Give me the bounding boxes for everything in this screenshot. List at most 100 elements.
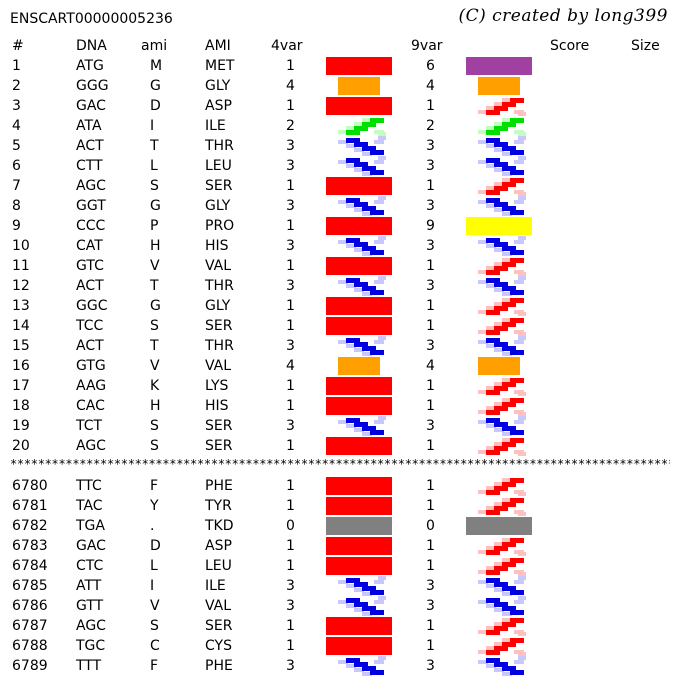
amino-short: T (150, 278, 159, 294)
var9-value: 1 (426, 538, 435, 554)
amino-long: ASP (205, 98, 232, 114)
var9-value: 1 (426, 438, 435, 454)
row-number: 3 (12, 98, 21, 114)
blue-helix-icon (338, 336, 388, 356)
amino-long: CYS (205, 638, 232, 654)
amino-long: TYR (205, 498, 232, 514)
table-row: 10 CAT H HIS 3 3 (0, 236, 680, 256)
amino-long: THR (205, 278, 234, 294)
var4-value: 1 (286, 558, 295, 574)
table-row: 6783 GAC D ASP 1 1 (0, 536, 680, 556)
blue-helix-icon (338, 196, 388, 216)
row-number: 14 (12, 318, 30, 334)
red-bar-4var (326, 57, 392, 75)
row-number: 8 (12, 198, 21, 214)
blue-helix-icon (338, 576, 388, 596)
blue-helix-icon (478, 416, 528, 436)
red-helix-icon (478, 616, 528, 636)
amino-short: H (150, 238, 161, 254)
red-bar-4var (326, 297, 392, 315)
table-row: 5 ACT T THR 3 3 (0, 136, 680, 156)
var9-value: 3 (426, 158, 435, 174)
var9-value: 1 (426, 258, 435, 274)
dna-codon: ACT (76, 338, 104, 354)
var4-value: 1 (286, 258, 295, 274)
table-row: 11 GTC V VAL 1 1 (0, 256, 680, 276)
table-row: 6780 TTC F PHE 1 1 (0, 476, 680, 496)
orange-box-4var (338, 357, 380, 375)
amino-short: S (150, 178, 159, 194)
var9-value: 1 (426, 378, 435, 394)
amino-long: SER (205, 318, 233, 334)
amino-short: . (150, 518, 155, 534)
orange-box-9var (478, 357, 520, 375)
var9-value: 1 (426, 398, 435, 414)
amino-short: F (150, 478, 159, 494)
amino-long: LYS (205, 378, 229, 394)
var4-value: 4 (286, 358, 295, 374)
var9-value: 0 (426, 518, 435, 534)
amino-long: VAL (205, 598, 232, 614)
var4-value: 2 (286, 118, 295, 134)
var4-value: 1 (286, 398, 295, 414)
var4-value: 1 (286, 638, 295, 654)
orange-box-4var (338, 77, 380, 95)
table-row: 6787 AGC S SER 1 1 (0, 616, 680, 636)
row-number: 6782 (12, 518, 48, 534)
table-row: 18 CAC H HIS 1 1 (0, 396, 680, 416)
amino-long: TKD (205, 518, 234, 534)
column-header-dna: DNA (76, 38, 107, 54)
amino-long: HIS (205, 238, 229, 254)
amino-short: G (150, 78, 161, 94)
dna-codon: AGC (76, 178, 106, 194)
gray-bar-4var (326, 517, 392, 535)
dna-codon: GTT (76, 598, 104, 614)
row-number: 6785 (12, 578, 48, 594)
amino-short: I (150, 118, 155, 134)
column-header-4var: 4var (271, 38, 303, 54)
red-helix-icon (478, 636, 528, 656)
table-row: 17 AAG K LYS 1 1 (0, 376, 680, 396)
amino-long: THR (205, 138, 234, 154)
amino-short: P (150, 218, 159, 234)
row-number: 1 (12, 58, 21, 74)
blue-helix-icon (338, 236, 388, 256)
column-header-AMI: AMI (205, 38, 231, 54)
amino-short: G (150, 198, 161, 214)
var4-value: 3 (286, 238, 295, 254)
table-row: 6789 TTT F PHE 3 3 (0, 656, 680, 676)
blue-helix-icon (478, 276, 528, 296)
orange-box-9var (478, 77, 520, 95)
dna-codon: GGT (76, 198, 106, 214)
amino-short: T (150, 338, 159, 354)
blue-helix-icon (338, 156, 388, 176)
red-helix-icon (478, 96, 528, 116)
table-row: 15 ACT T THR 3 3 (0, 336, 680, 356)
amino-long: SER (205, 418, 233, 434)
blue-helix-icon (338, 276, 388, 296)
var4-value: 1 (286, 498, 295, 514)
row-number: 10 (12, 238, 30, 254)
row-number: 16 (12, 358, 30, 374)
var9-value: 1 (426, 478, 435, 494)
row-number: 5 (12, 138, 21, 154)
row-number: 6783 (12, 538, 48, 554)
blue-helix-icon (478, 656, 528, 676)
var9-value: 1 (426, 498, 435, 514)
amino-long: GLY (205, 78, 231, 94)
amino-long: THR (205, 338, 234, 354)
blue-helix-icon (478, 136, 528, 156)
row-number: 19 (12, 418, 30, 434)
var9-value: 6 (426, 58, 435, 74)
table-row: 9 CCC P PRO 1 9 (0, 216, 680, 236)
var4-value: 1 (286, 178, 295, 194)
red-helix-icon (478, 296, 528, 316)
red-bar-4var (326, 257, 392, 275)
var9-value: 1 (426, 318, 435, 334)
table-row: 4 ATA I ILE 2 2 (0, 116, 680, 136)
red-bar-4var (326, 97, 392, 115)
dna-codon: GAC (76, 538, 106, 554)
purple-bar-9var (466, 57, 532, 75)
red-bar-4var (326, 637, 392, 655)
amino-long: ASP (205, 538, 232, 554)
